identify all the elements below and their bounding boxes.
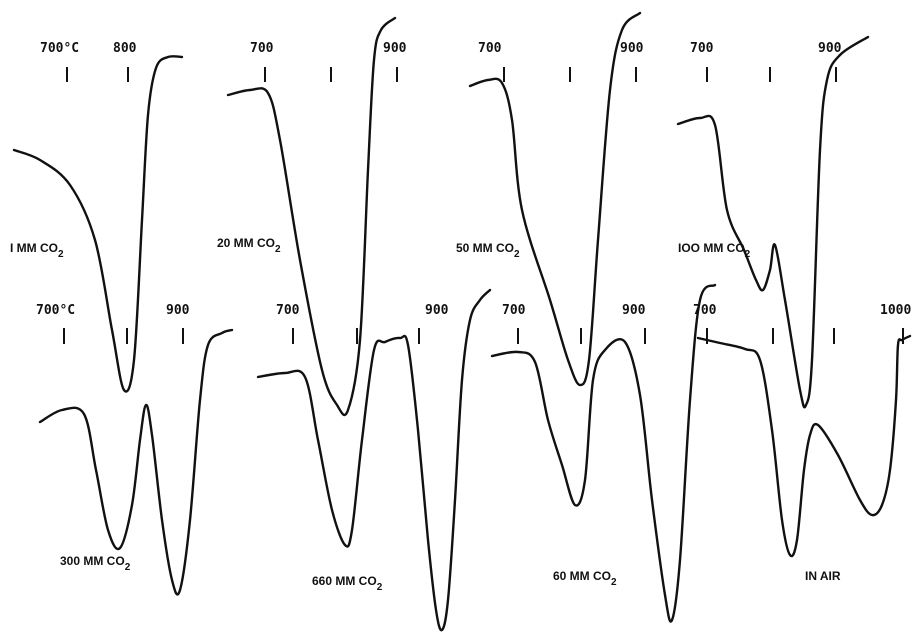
bottom-tick-label: 900 (166, 303, 190, 318)
top-tick-label: 700 (690, 41, 714, 56)
curve-label: 50 MM CO2 (456, 241, 520, 260)
top-tick-label: 900 (620, 41, 644, 56)
dta-curve (490, 283, 717, 623)
curve-label: IN AIR (805, 569, 841, 583)
bottom-tick-label: 900 (622, 303, 646, 318)
top-tick-label: 800 (113, 41, 137, 56)
dta-curve (226, 16, 397, 417)
bottom-tick-label: 700 (502, 303, 526, 318)
bottom-tick-label: 700 (276, 303, 300, 318)
top-tick-label: 700 (478, 41, 502, 56)
curve-label: 300 MM CO2 (60, 554, 131, 573)
curve-label: I MM CO2 (10, 241, 64, 260)
curve-label: IOO MM CO2 (678, 241, 751, 260)
curve-label: 60 MM CO2 (553, 569, 617, 588)
dta-curve (468, 11, 642, 387)
dta-curve (12, 55, 184, 393)
dta-curve (38, 328, 234, 596)
bottom-tick-label: 700°C (36, 303, 75, 318)
bottom-tick-label: 900 (425, 303, 449, 318)
tick-marks (63, 67, 904, 344)
top-tick-label: 900 (818, 41, 842, 56)
dta-curve (256, 288, 492, 632)
curves (12, 11, 912, 632)
top-tick-label: 700°C (40, 41, 79, 56)
top-tick-label: 700 (250, 41, 274, 56)
curve-label: 20 MM CO2 (217, 236, 281, 255)
curve-labels: I MM CO2 20 MM CO2 50 MM CO2 IOO MM CO2 300 … (10, 236, 841, 593)
curve-label: 660 MM CO2 (312, 574, 383, 593)
top-tick-label: 900 (383, 41, 407, 56)
bottom-tick-label: 1000 (880, 303, 911, 318)
dta-curve (696, 334, 912, 558)
dta-curve (676, 35, 870, 409)
